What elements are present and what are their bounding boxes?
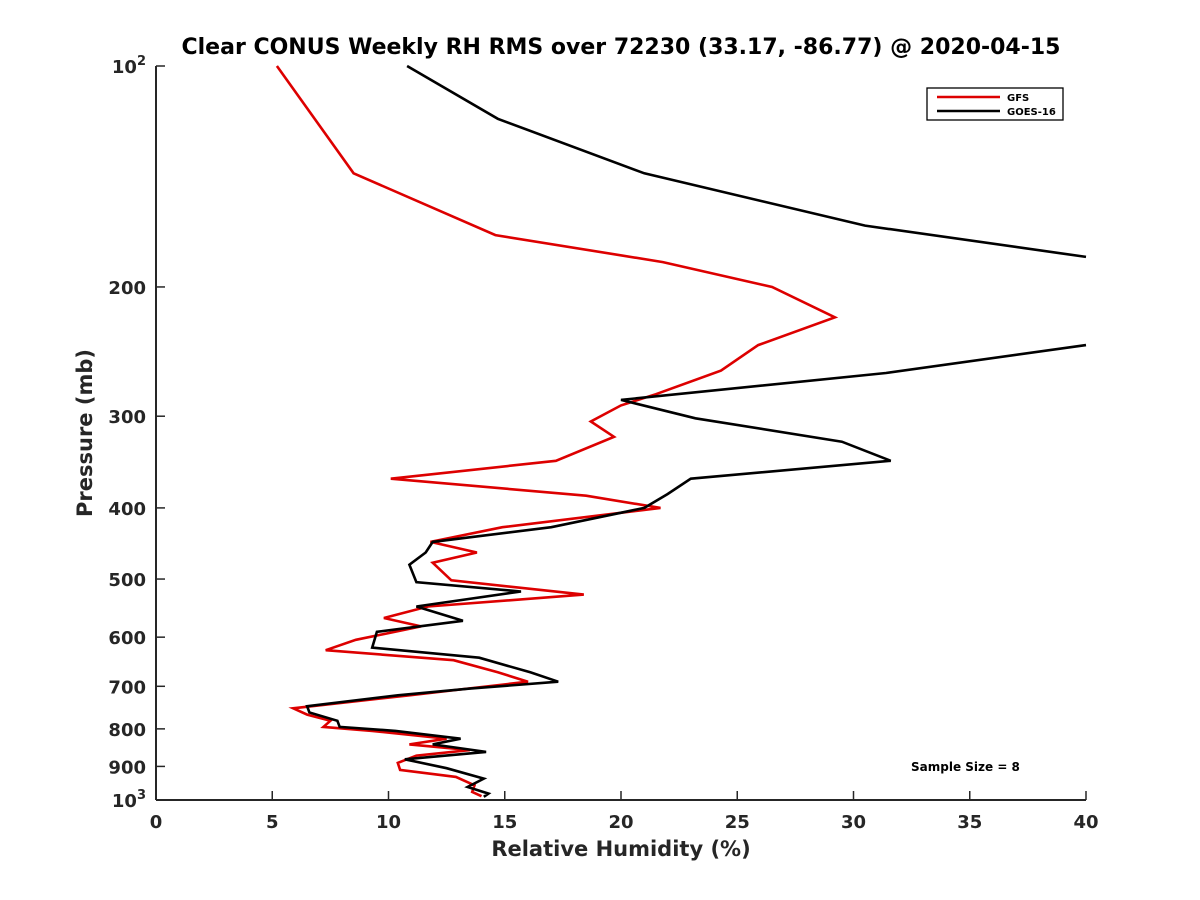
x-tick-label: 30	[841, 812, 866, 833]
x-tick-label: 20	[608, 812, 633, 833]
x-tick-label: 0	[150, 812, 163, 833]
y-tick-label-exponent: 2	[137, 54, 146, 69]
legend: GFS GOES-16	[926, 87, 1064, 121]
y-axis-title: Pressure (mb)	[73, 349, 97, 517]
legend-label-goes16: GOES-16	[1007, 107, 1056, 118]
y-tick-label: 800	[108, 720, 146, 741]
y-tick-label-base: 10	[112, 791, 137, 812]
legend-box	[926, 87, 1064, 121]
y-tick-label: 200	[108, 278, 146, 299]
sample-size-annotation: Sample Size = 8	[911, 760, 1020, 774]
y-tick-label: 300	[108, 407, 146, 428]
y-tick-label-exponent: 3	[137, 788, 146, 803]
chart-title: Clear CONUS Weekly RH RMS over 72230 (33…	[182, 35, 1061, 60]
y-tick-label-base: 10	[112, 57, 137, 78]
x-tick-label: 15	[492, 812, 517, 833]
x-tick-label: 35	[957, 812, 982, 833]
series-layer	[275, 64, 1087, 798]
y-tick-label: 500	[108, 570, 146, 591]
series-line-gfs	[275, 65, 839, 798]
x-tick-label: 5	[266, 812, 279, 833]
x-tick-label: 25	[725, 812, 750, 833]
x-tick-label: 40	[1073, 812, 1098, 833]
y-tick-label: 400	[108, 499, 146, 520]
y-tick-label: 103	[112, 788, 146, 812]
y-tick-label: 900	[108, 757, 146, 778]
y-tick-label: 600	[108, 628, 146, 649]
series-line-goes16	[305, 64, 1087, 798]
y-tick-label: 102	[112, 54, 146, 78]
legend-label-gfs: GFS	[1007, 93, 1029, 104]
x-tick-label: 10	[376, 812, 401, 833]
x-axis-ticks: 0 5 10 15 20 25 30 35 40	[150, 791, 1099, 833]
y-tick-label: 700	[108, 677, 146, 698]
x-axis-title: Relative Humidity (%)	[491, 837, 750, 861]
